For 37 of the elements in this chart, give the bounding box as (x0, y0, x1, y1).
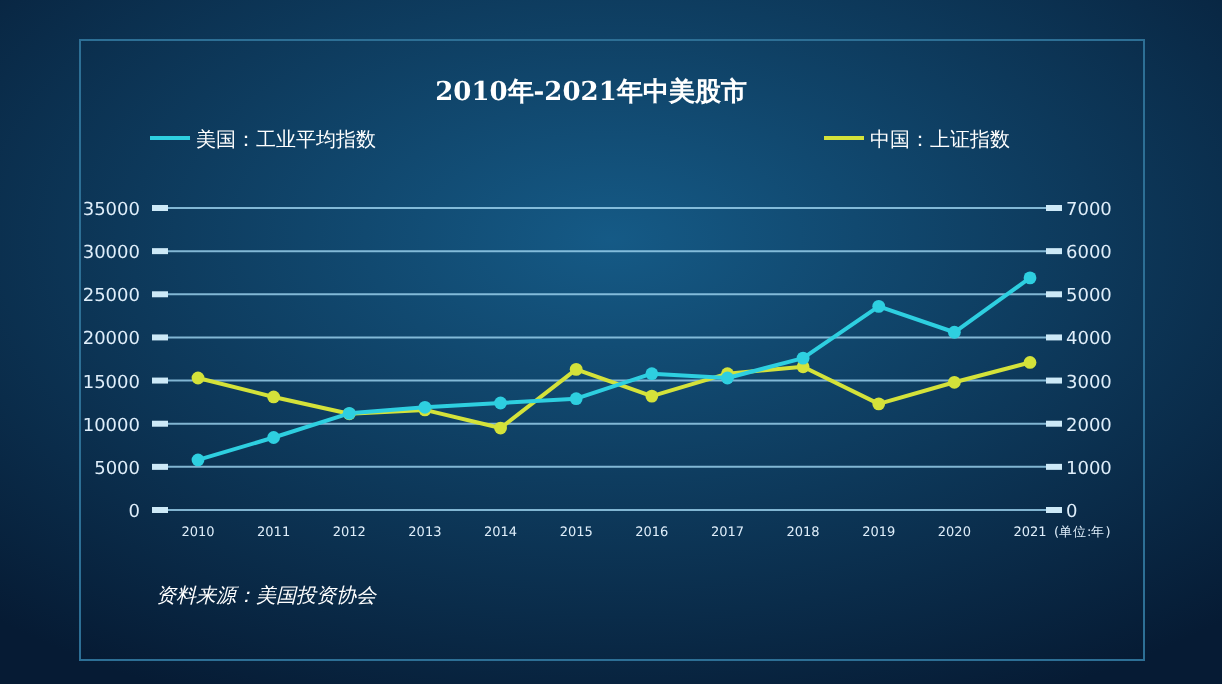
point (872, 299, 886, 313)
y2-tick-label: 1000 (1066, 459, 1113, 480)
point (494, 421, 507, 435)
legend-label: 美国：工业平均指数 (196, 128, 376, 152)
point (191, 371, 205, 385)
y2-tick-label: 6000 (1066, 244, 1113, 265)
point (645, 367, 659, 381)
point (267, 431, 281, 444)
y-tick-label: 30000 (82, 244, 141, 265)
text: 资料来源：美国投资协会 (156, 584, 378, 608)
point (191, 453, 205, 467)
y-tick-label: 10000 (82, 416, 141, 437)
y-tick-label: 25000 (82, 287, 141, 308)
y-tick-label: 20000 (82, 330, 141, 351)
y-tick-label: 0 (128, 503, 141, 523)
point (947, 375, 961, 389)
y2-tick-label: 5000 (1066, 287, 1113, 308)
point (1023, 356, 1037, 369)
point (645, 389, 659, 403)
point (569, 362, 583, 376)
y2-tick-label: 4000 (1066, 330, 1113, 351)
y2-tick-label: 2000 (1066, 416, 1113, 437)
y2-tick-label: 3000 (1066, 373, 1113, 394)
y2-tick-label: 0 (1066, 503, 1078, 523)
point (796, 351, 810, 365)
y2-tick-label: 7000 (1066, 201, 1113, 221)
point (947, 325, 961, 339)
point (569, 392, 583, 406)
chart-title: 2010年-2021年中美股市 (435, 76, 747, 108)
point (872, 397, 886, 411)
legend-label: 中国：上证指数 (870, 128, 1010, 152)
y-tick-label: 5000 (94, 459, 141, 480)
point (267, 390, 281, 404)
point (1023, 271, 1037, 285)
y-tick-label: 35000 (82, 201, 141, 221)
point (494, 396, 507, 410)
y-tick-label: 15000 (82, 373, 141, 394)
